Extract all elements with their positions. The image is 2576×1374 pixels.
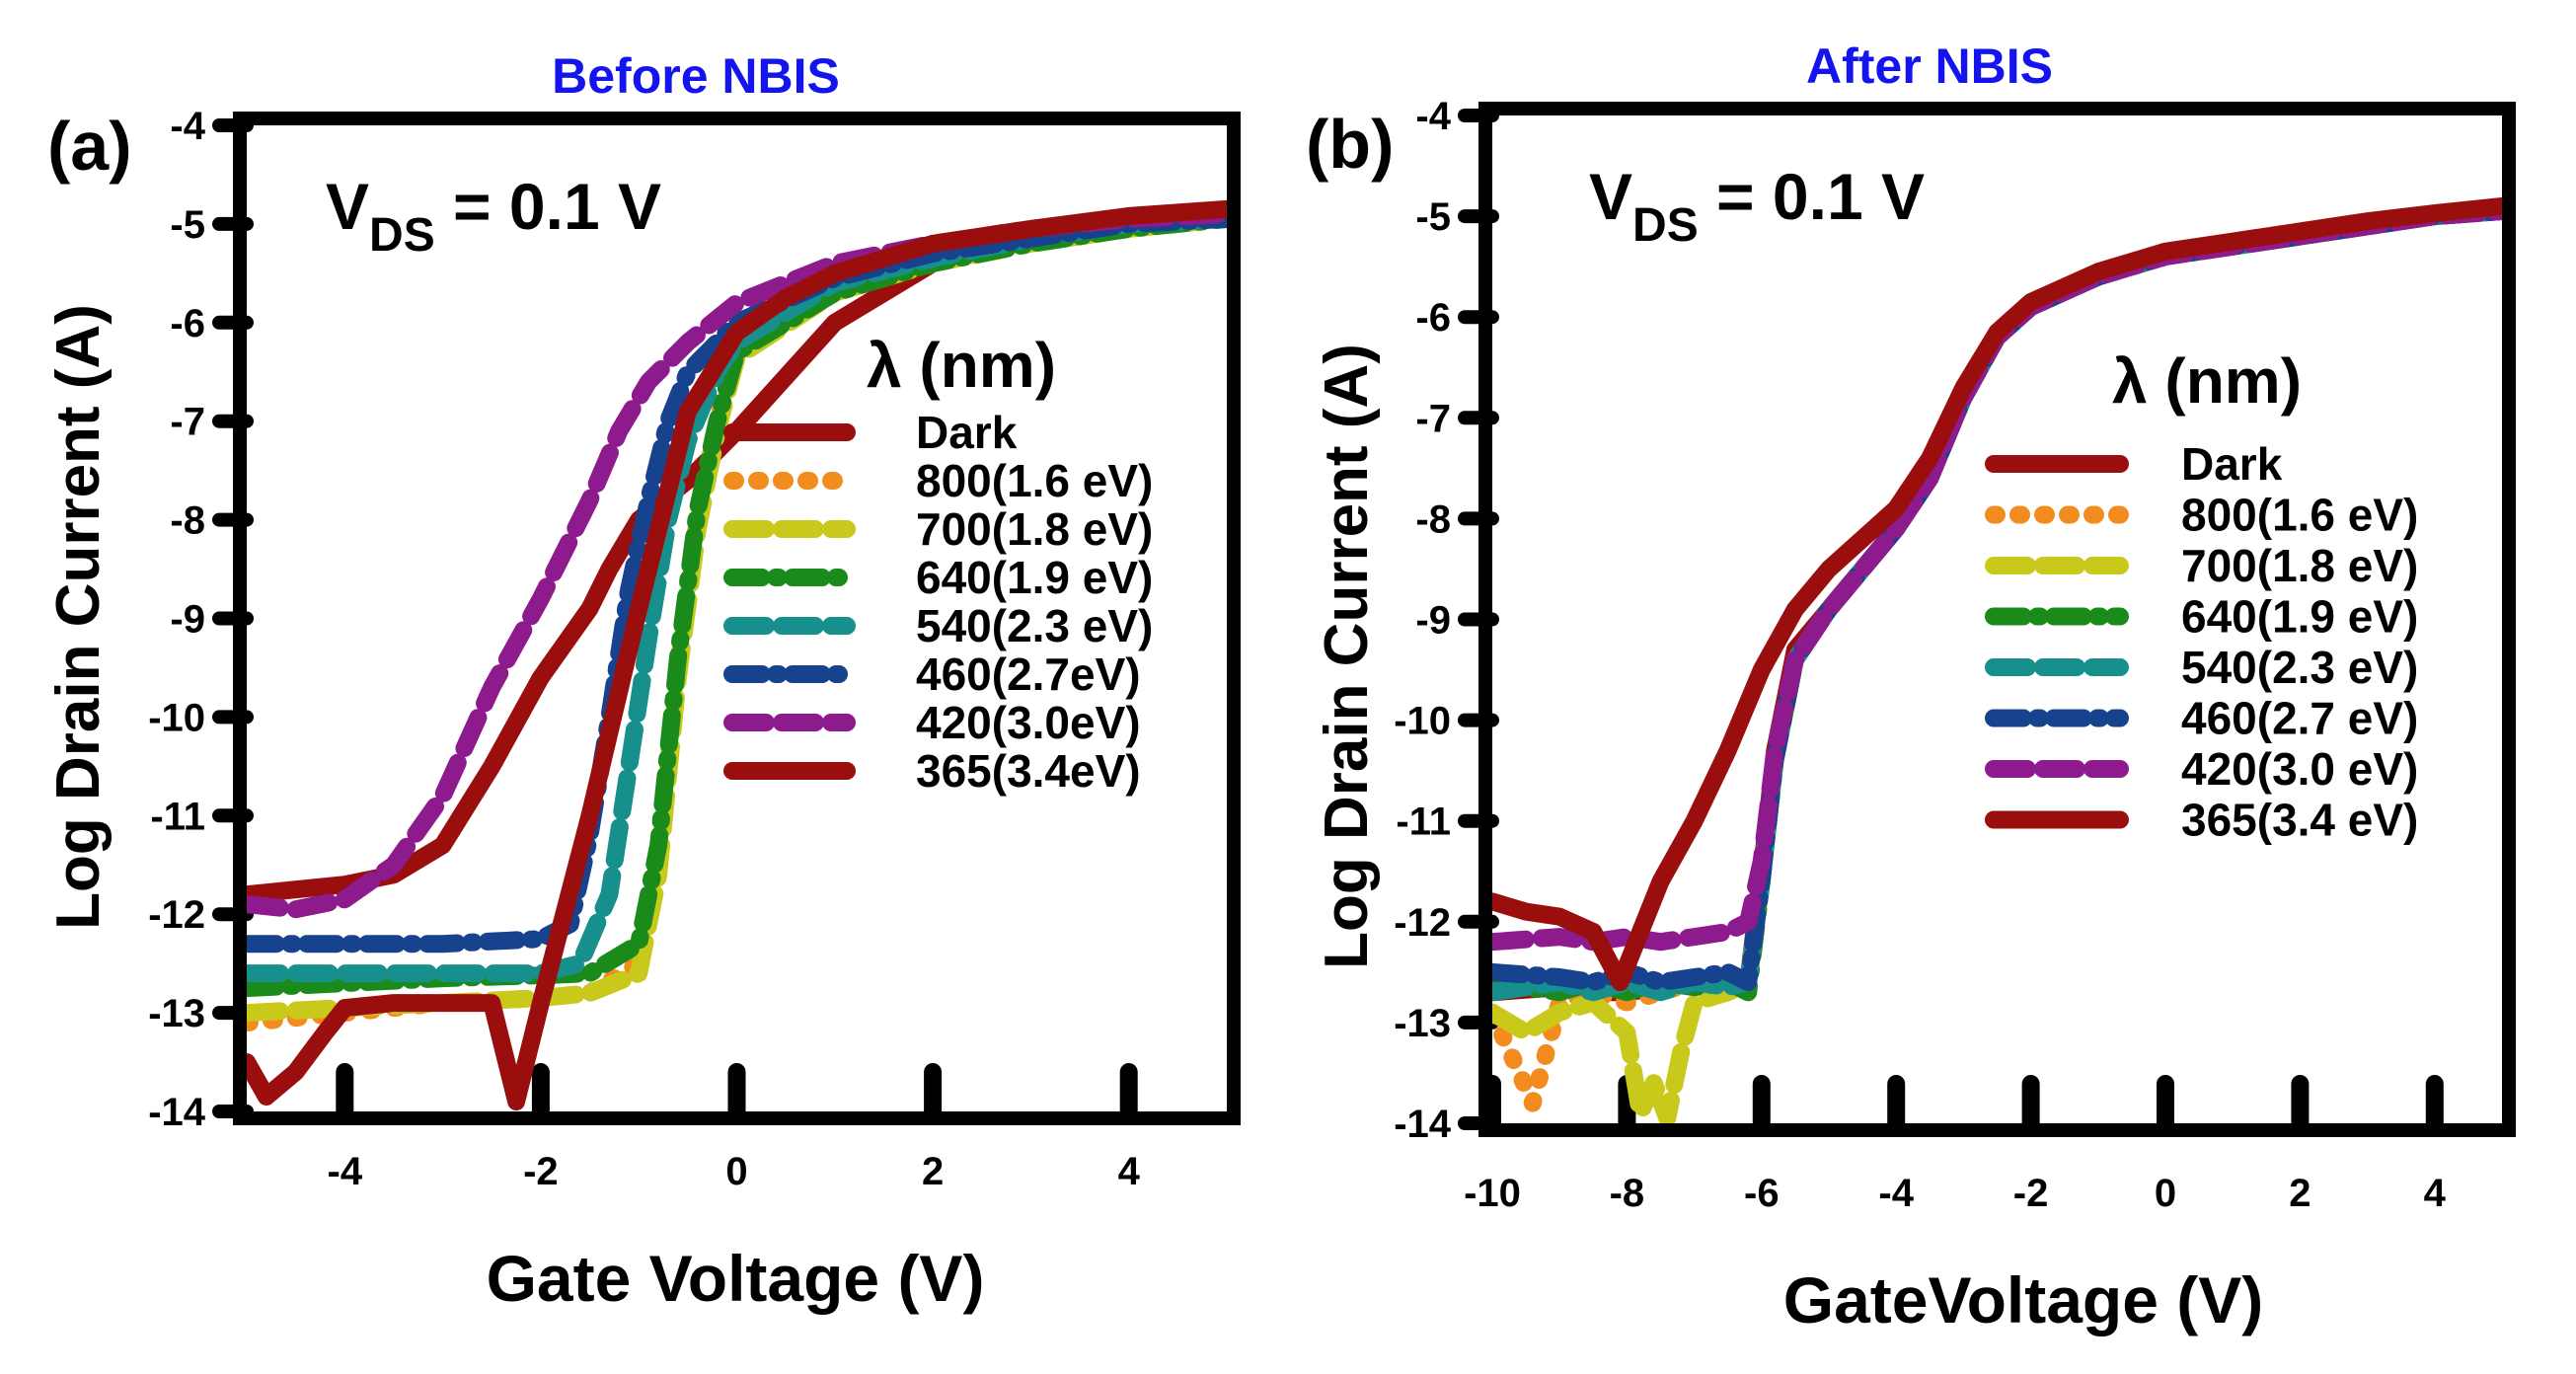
y-tick-label: -5 [170,203,205,247]
series-line-6 [247,209,1227,954]
legend-label: 700(1.8 eV) [2181,540,2418,591]
legend-label: 365(3.4eV) [916,745,1141,797]
y-tick-label: -7 [1415,397,1451,440]
panel-b-condition-rest: = 0.1 V [1699,160,1925,233]
y-tick-label: -7 [170,401,205,444]
legend-label: 640(1.9 eV) [2181,591,2418,643]
panel-a-condition-sub: DS [369,209,435,262]
panel-a-ylabel: Log Drain Current (A) [44,304,113,930]
panel-b-condition-main: V [1589,160,1632,233]
panel-b-xlabel: GateVoltage (V) [1783,1263,2264,1336]
x-tick-label: -4 [1878,1172,1914,1215]
panel-b-title: After NBIS [1806,38,2053,94]
y-tick-label: -11 [1396,801,1451,844]
y-tick-label: -11 [150,795,205,838]
panel-a: Before NBIS (a) Log Drain Current (A) Ga… [44,48,1241,1315]
x-tick-label: -10 [1464,1172,1521,1215]
series-line-8 [247,199,1227,1110]
panel-b-label: (b) [1306,106,1394,183]
y-tick-label: -13 [1394,1002,1451,1045]
y-tick-label: -12 [148,893,205,937]
legend-label: 420(3.0 eV) [2181,743,2418,795]
panel-a-condition-rest: = 0.1 V [435,170,661,243]
legend-label: Dark [916,407,1018,458]
legend-label: 540(2.3 eV) [916,600,1153,651]
x-tick-label: 2 [2289,1172,2311,1215]
x-tick-label: -2 [523,1150,559,1193]
panel-a-xlabel: Gate Voltage (V) [487,1242,985,1315]
y-tick-label: -10 [1394,700,1451,743]
panel-a-condition: VDS = 0.1 V [326,170,661,262]
legend-label: 540(2.3 eV) [2181,642,2418,693]
legend-label: 460(2.7 eV) [2181,693,2418,744]
y-tick-label: -4 [170,105,205,148]
y-tick-label: -5 [1415,195,1451,239]
panel-a-plot-area: -4 -5 -6 -7 -8 -9 -10 -11 -12 -13 -14 -4 -2 0 2 4 Dark80… [148,105,1227,1193]
y-tick-label: -10 [148,696,205,739]
y-tick-label: -6 [1415,296,1451,340]
y-tick-label: -4 [1415,95,1451,138]
x-tick-label: 2 [922,1150,944,1193]
x-tick-label: -2 [2013,1172,2049,1215]
legend-label: 800(1.6 eV) [2181,490,2418,541]
y-tick-label: -8 [170,499,205,543]
y-tick-label: -8 [1415,497,1451,541]
y-tick-label: -6 [170,302,205,345]
legend-label: 420(3.0eV) [916,697,1141,748]
x-tick-label: 0 [725,1150,747,1193]
series-line-8 [1492,196,2502,992]
panel-b-ylabel: Log Drain Current (A) [1313,344,1381,969]
y-tick-label: -14 [1394,1103,1452,1146]
panel-b-plot-area: -4 -5 -6 -7 -8 -9 -10 -11 -12 -13 -14 -10 -8 -6 -4 -2 0 2… [1394,95,2502,1215]
x-tick-label: 0 [2155,1172,2176,1215]
panel-b-legend-title: λ (nm) [2112,345,2302,417]
x-tick-label: 4 [2424,1172,2447,1215]
panel-a-title: Before NBIS [552,48,840,104]
y-tick-label: -9 [170,598,205,642]
panel-b-frame [1478,102,2516,1137]
panel-b: After NBIS (b) Log Drain Current (A) Gat… [1306,38,2516,1336]
x-tick-label: -8 [1610,1172,1645,1215]
y-tick-label: -13 [148,992,205,1035]
legend-label: 700(1.8 eV) [916,503,1153,555]
legend-label: 460(2.7eV) [916,649,1141,700]
legend-label: 800(1.6 eV) [916,455,1153,506]
legend-label: Dark [2181,438,2283,490]
x-tick-label: -4 [328,1150,363,1193]
x-tick-label: 4 [1118,1150,1141,1193]
y-tick-label: -12 [1394,901,1451,945]
y-tick-label: -14 [148,1091,206,1134]
panel-b-condition-sub: DS [1632,199,1699,252]
legend-label: 640(1.9 eV) [916,552,1153,603]
panel-b-condition: VDS = 0.1 V [1589,160,1925,252]
panel-a-frame [233,112,1241,1125]
panel-a-legend-title: λ (nm) [867,330,1056,401]
y-tick-label: -9 [1415,599,1451,643]
panel-a-label: (a) [47,108,132,185]
x-tick-label: -6 [1744,1172,1780,1215]
panel-a-condition-main: V [326,170,369,243]
legend-label: 365(3.4 eV) [2181,795,2418,846]
